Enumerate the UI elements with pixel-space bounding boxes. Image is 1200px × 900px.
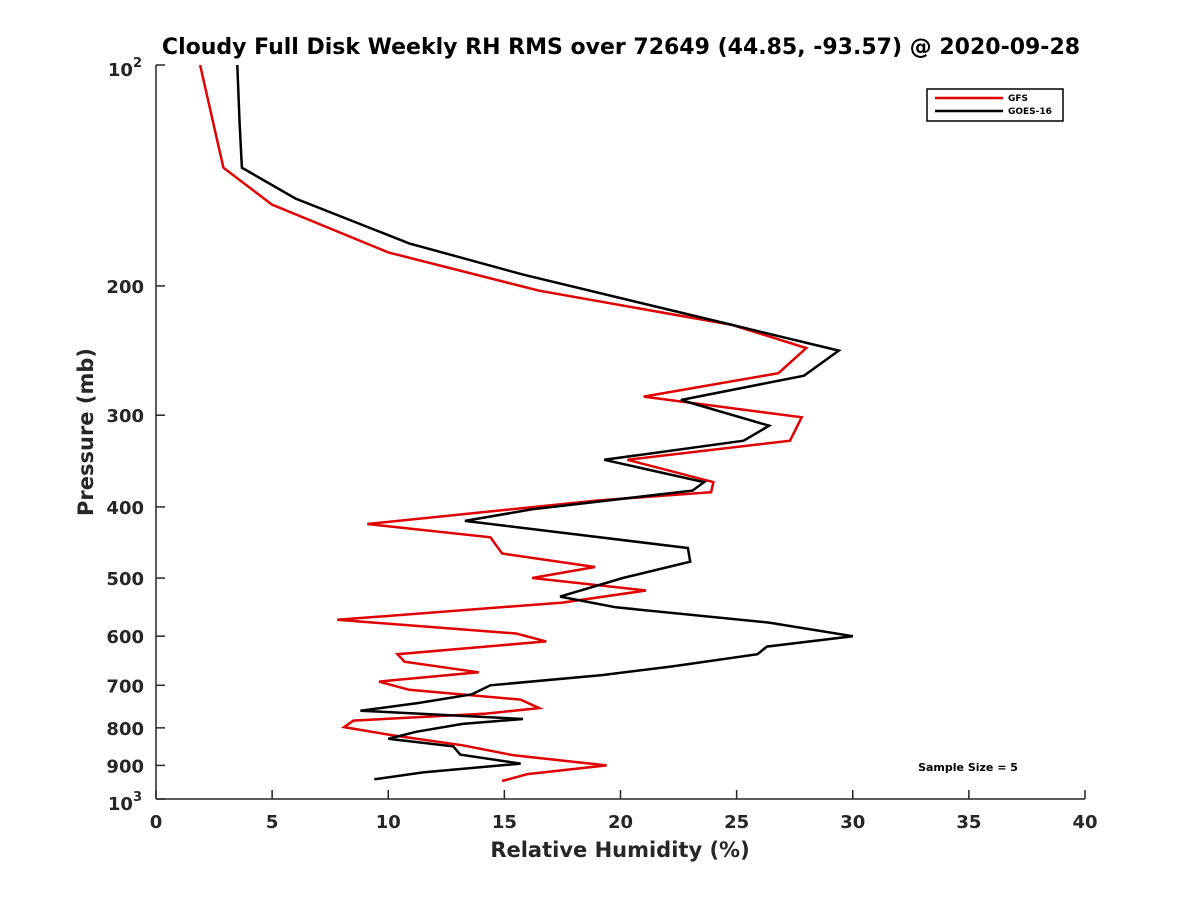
x-axis-label: Relative Humidity (%): [490, 838, 749, 862]
y-tick-exponent: 3: [133, 790, 142, 805]
y-tick-label-power: 103: [108, 790, 142, 815]
x-axis-ticks: 0 5 10 15 20 25 30 35 40: [150, 790, 1098, 833]
y-tick-label-power: 102: [108, 56, 142, 81]
x-tick-label: 40: [1072, 812, 1097, 833]
y-tick-base: 10: [108, 60, 133, 81]
y-tick-exponent: 2: [133, 56, 142, 71]
y-tick-label: 400: [106, 498, 144, 519]
axes-layer: [155, 65, 1085, 800]
y-axis-label: Pressure (mb): [74, 348, 98, 516]
series-line-0: [198, 64, 809, 783]
x-tick-label: 35: [956, 812, 981, 833]
x-tick-label: 5: [266, 812, 279, 833]
legend-label: GOES-16: [1008, 107, 1052, 117]
y-tick-label: 700: [106, 676, 144, 697]
x-tick-label: 30: [840, 812, 865, 833]
x-tick-label: 25: [724, 812, 749, 833]
series-line-1: [236, 64, 854, 781]
x-tick-label: 10: [376, 812, 401, 833]
plot-area: 0 5 10 15 20 25 30 35 40 10220030040050060070080…: [106, 56, 1097, 833]
y-tick-base: 10: [108, 794, 133, 815]
y-tick-label: 500: [106, 569, 144, 590]
x-tick-label: 20: [608, 812, 633, 833]
chart-title: Cloudy Full Disk Weekly RH RMS over 7264…: [162, 35, 1080, 60]
series-layer: [198, 64, 854, 783]
legend: GFS GOES-16: [926, 88, 1064, 122]
y-tick-label: 200: [106, 277, 144, 298]
x-tick-label: 15: [492, 812, 517, 833]
y-tick-label: 800: [106, 719, 144, 740]
y-tick-label: 300: [106, 406, 144, 427]
legend-label: GFS: [1008, 94, 1028, 104]
sample-size-annotation: Sample Size = 5: [918, 761, 1018, 774]
y-tick-label: 900: [106, 756, 144, 777]
x-tick-label: 0: [150, 812, 163, 833]
legend-box: [926, 88, 1064, 122]
y-tick-label: 600: [106, 627, 144, 648]
